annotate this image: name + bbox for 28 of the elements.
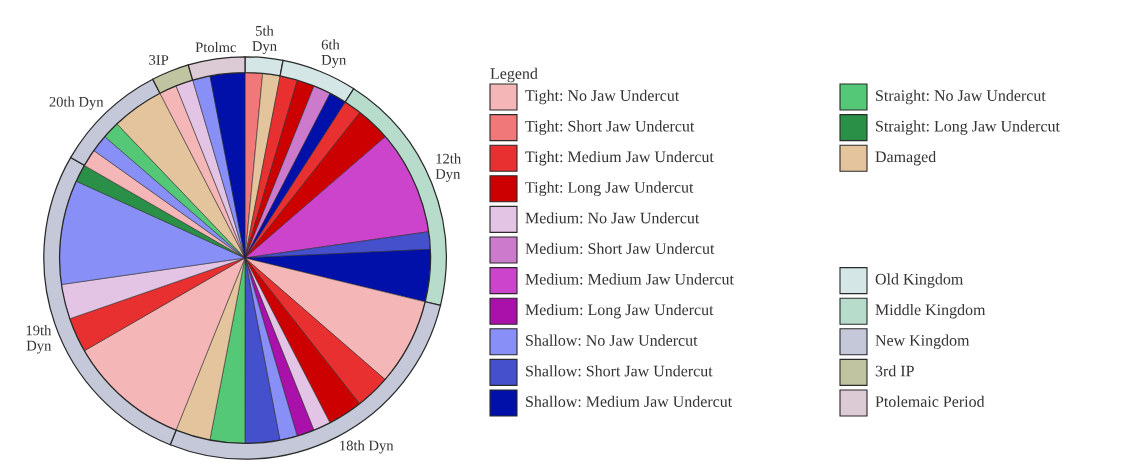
category-label: Medium: Medium Jaw Undercut (525, 273, 734, 285)
category-label: Shallow: Short Jaw Undercut (526, 365, 713, 377)
text: 19th Dyn (26, 325, 52, 354)
category-label: Medium: No Jaw Undercut (525, 212, 700, 224)
category-label: 3rd IP (875, 365, 914, 377)
category-label: Shallow: No Jaw Undercut (526, 334, 698, 346)
category-label: Ptolemaic Period (875, 395, 985, 407)
category-label: Old Kingdom (875, 273, 964, 288)
text: 18th Dyn (340, 440, 394, 454)
category-label: Straight: Long Jaw Undercut (876, 120, 1060, 135)
text: Legend (490, 67, 538, 83)
text: Ptolmc (195, 41, 237, 53)
text: 5th Dyn (252, 25, 277, 55)
category-label: New Kingdom (875, 334, 970, 350)
text: 6th Dyn (321, 39, 347, 68)
category-label: Tight: No Jaw Undercut (525, 89, 680, 105)
category-label: Middle Kingdom (875, 303, 986, 319)
text: 12th Dyn (435, 153, 461, 182)
category-label: Tight: Short Jaw Undercut (525, 120, 695, 135)
text: 20th Dyn (49, 96, 104, 110)
category-label: Medium: Short Jaw Undercut (525, 242, 715, 255)
category-label: Tight: Long Jaw Undercut (525, 181, 694, 197)
category-label: Shallow: Medium Jaw Undercut (526, 395, 733, 408)
category-label: Damaged (875, 150, 936, 166)
category-label: Tight: Medium Jaw Undercut (525, 150, 714, 166)
category-label: Medium: Long Jaw Undercut (525, 303, 714, 319)
category-label: Straight: No Jaw Undercut (876, 89, 1046, 105)
text: 3IP (149, 55, 169, 65)
